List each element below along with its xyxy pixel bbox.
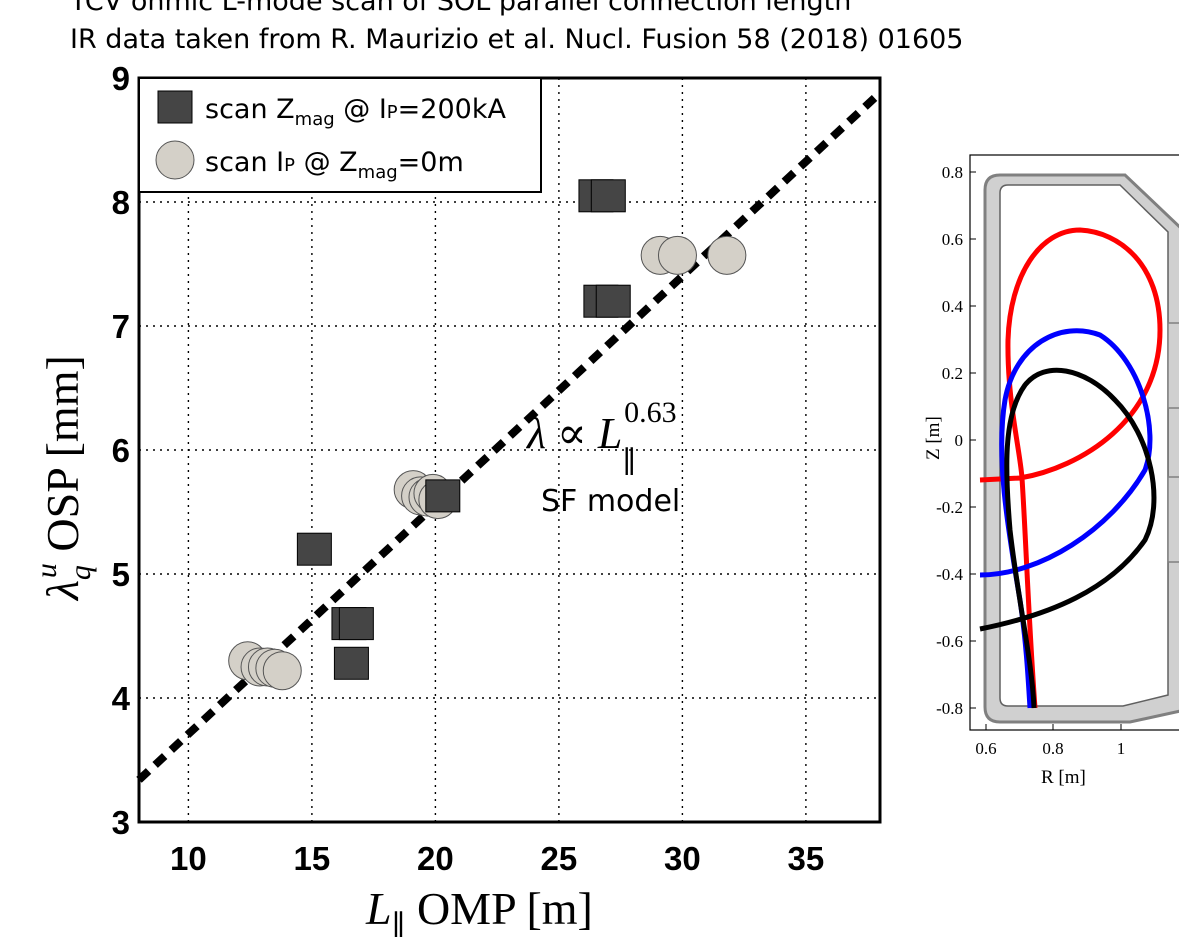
y-tick-label: 4 <box>112 680 131 717</box>
inset-x-tick-label: 1 <box>1117 739 1126 758</box>
inset-x-tick-label: 0.8 <box>1042 739 1063 758</box>
inset-y-tick-label: -0.6 <box>936 632 963 651</box>
data-points <box>228 179 747 691</box>
inset-chart: 0.80.60.40.20-0.2-0.4-0.6-0.8 0.60.811 R… <box>923 154 1179 788</box>
fit-model-label: SF model <box>541 484 680 519</box>
x-tick-label: 15 <box>294 840 331 877</box>
data-point-square <box>338 607 374 641</box>
legend: scan Zmag @ IP=200kA scan IP @ Zmag=0m <box>138 77 542 193</box>
inset-y-axis-label: Z [m] <box>923 416 944 460</box>
x-tick-label: 20 <box>417 840 454 877</box>
inset-y-tick-label: 0.8 <box>942 163 963 182</box>
y-tick-label: 7 <box>112 308 130 345</box>
inset-y-tick-labels: 0.8 0.6 0.4 0.2 0 -0.2 -0.4 -0.6 -0.8 <box>936 163 976 718</box>
inset-x-tick-labels: 0.60.811 <box>975 724 1126 758</box>
legend-square-marker <box>157 90 193 124</box>
data-point-square <box>296 532 332 566</box>
x-tick-label: 35 <box>788 840 825 877</box>
vessel-port-upper <box>1167 322 1179 409</box>
x-axis-label: L∥ OMP [m] <box>365 883 593 937</box>
data-point-square <box>590 179 626 213</box>
inset-y-tick-label: -0.2 <box>936 498 963 517</box>
legend-entry-1: scan Zmag @ IP=200kA <box>205 94 506 130</box>
inset-y-tick-label: -0.8 <box>936 699 963 718</box>
data-point-square <box>595 284 631 318</box>
inset-y-tick-label: 0.6 <box>942 230 963 249</box>
inset-y-tick-label: 0.2 <box>942 364 963 383</box>
inset-y-tick-label: 0.4 <box>942 297 964 316</box>
header-line-1: TCV ohmic L-mode scan of SOL parallel co… <box>70 0 852 17</box>
inset-y-tick-label: -0.4 <box>936 565 963 584</box>
y-tick-labels: 3 4 5 6 7 8 9 <box>112 60 131 841</box>
y-axis-label: λqu OSP [mm] <box>30 355 97 602</box>
x-tick-label: 10 <box>170 840 207 877</box>
inset-x-axis-label: R [m] <box>1041 767 1086 788</box>
y-tick-label: 3 <box>112 804 130 841</box>
inset-y-tick-label: 0 <box>955 431 964 450</box>
vessel-wall-inner <box>999 184 1169 707</box>
fit-formula: λ ∝ L∥0.63 <box>525 396 677 479</box>
legend-circle-marker <box>155 140 195 180</box>
fit-line <box>136 89 883 783</box>
legend-box <box>138 77 542 193</box>
data-point-square <box>425 479 461 513</box>
data-point-circle <box>657 235 697 275</box>
header-line-2: IR data taken from R. Maurizio et al. Nu… <box>70 24 964 55</box>
vessel-port-lower <box>1167 476 1179 563</box>
y-tick-label: 9 <box>112 60 130 97</box>
x-tick-label: 25 <box>541 840 578 877</box>
y-tick-label: 5 <box>112 556 130 593</box>
data-point-square <box>333 646 369 680</box>
data-point-circle <box>707 235 747 275</box>
x-tick-label: 30 <box>664 840 701 877</box>
y-tick-label: 8 <box>112 184 130 221</box>
data-point-circle <box>262 651 302 691</box>
inset-x-tick-label: 0.6 <box>975 739 996 758</box>
x-tick-labels: 10 15 20 25 30 35 <box>170 840 824 877</box>
plasma-boundary-black <box>979 367 1157 709</box>
y-tick-label: 6 <box>112 432 130 469</box>
legend-entry-2: scan IP @ Zmag=0m <box>205 147 464 183</box>
main-chart: 10 15 20 25 30 35 3 4 5 6 7 8 9 scan Zmag @ IP=200k… <box>30 60 883 937</box>
